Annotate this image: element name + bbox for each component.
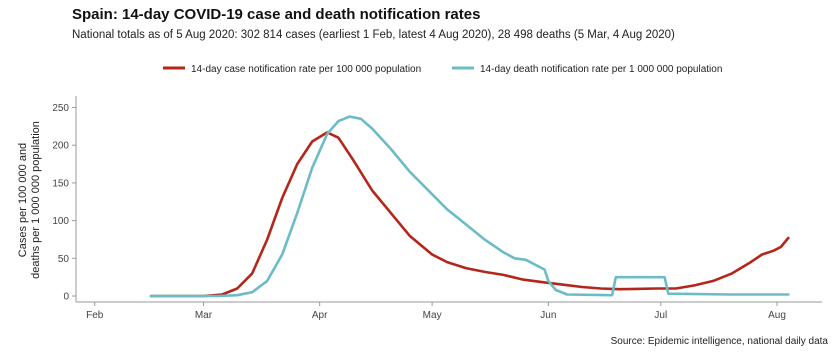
axes: 0 50 100 150 200 250 Feb Mar Apr May Jun Jul Aug <box>52 96 822 321</box>
y-tick-label: 150 <box>52 178 69 189</box>
source-note: Source: Epidemic intelligence, national … <box>610 336 828 347</box>
x-tick-label: Apr <box>312 310 328 321</box>
chart-title: Spain: 14-day COVID-19 case and death no… <box>72 6 481 23</box>
x-tick-label: Feb <box>86 310 104 321</box>
y-tick-label: 100 <box>52 216 69 227</box>
y-tick-label: 50 <box>58 254 70 265</box>
y-tick-label: 250 <box>52 103 69 114</box>
y-tick-label: 200 <box>52 141 69 152</box>
x-tick-label: Jul <box>654 310 667 321</box>
legend: 14-day case notification rate per 100 00… <box>163 64 722 75</box>
y-axis-title-line1: Cases per 100 000 and <box>17 143 29 257</box>
series-lines <box>149 115 790 298</box>
x-tick-label: May <box>423 310 442 321</box>
legend-label-cases: 14-day case notification rate per 100 00… <box>191 64 421 75</box>
y-tick-label: 0 <box>63 292 69 303</box>
legend-label-deaths: 14-day death notification rate per 1 000… <box>480 64 722 75</box>
y-axis-title: Cases per 100 000 and deaths per 1 000 0… <box>17 121 42 279</box>
y-axis-title-line2: deaths per 1 000 000 population <box>30 121 42 279</box>
series-line-deaths <box>149 115 790 298</box>
chart-subtitle: National totals as of 5 Aug 2020: 302 81… <box>72 29 675 41</box>
x-tick-label: Aug <box>768 310 786 321</box>
x-tick-label: Jun <box>540 310 556 321</box>
x-tick-label: Mar <box>195 310 213 321</box>
series-line-cases <box>149 131 790 298</box>
